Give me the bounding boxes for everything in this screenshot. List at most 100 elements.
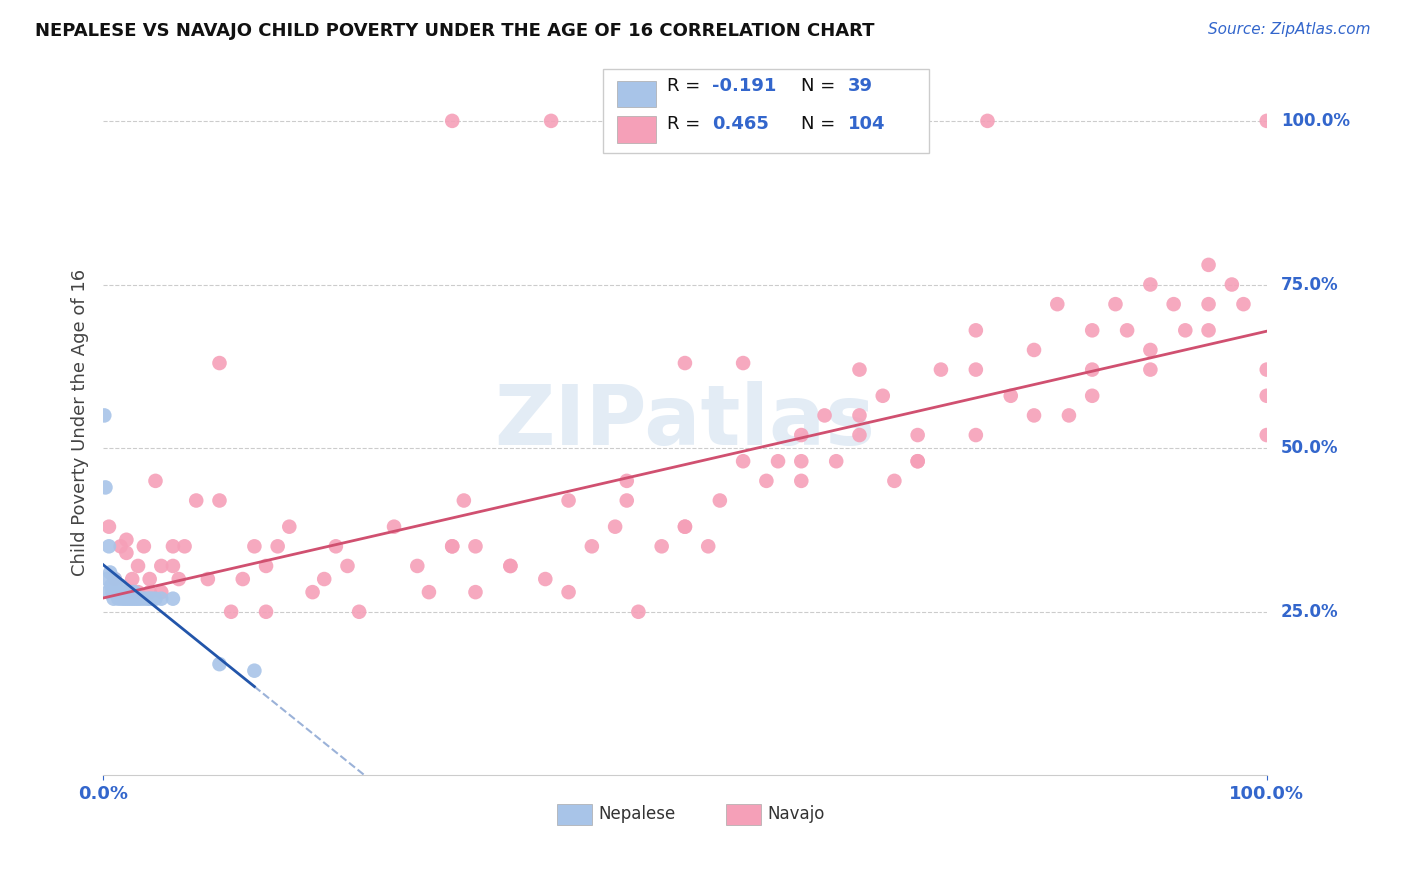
Point — [1081, 323, 1104, 337]
Point — [136, 591, 159, 606]
Point — [93, 409, 115, 423]
Point — [382, 519, 405, 533]
Point — [114, 585, 136, 599]
Point — [138, 585, 160, 599]
Point — [848, 428, 870, 442]
FancyBboxPatch shape — [725, 804, 761, 825]
Point — [314, 572, 336, 586]
Point — [872, 389, 894, 403]
Point — [540, 114, 562, 128]
Point — [115, 591, 138, 606]
Point — [1022, 409, 1045, 423]
Point — [96, 572, 118, 586]
Point — [97, 519, 120, 533]
Point — [121, 585, 143, 599]
Point — [129, 591, 152, 606]
Point — [453, 493, 475, 508]
Point — [1057, 409, 1080, 423]
Point — [1256, 428, 1278, 442]
Point — [1198, 323, 1220, 337]
Point — [627, 605, 650, 619]
FancyBboxPatch shape — [617, 116, 655, 143]
Point — [697, 539, 720, 553]
Point — [127, 585, 149, 599]
Text: 0.465: 0.465 — [711, 115, 769, 133]
Point — [132, 539, 155, 553]
Text: 75.0%: 75.0% — [1281, 276, 1339, 293]
Point — [127, 558, 149, 573]
Text: Nepalese: Nepalese — [599, 805, 676, 823]
Point — [848, 409, 870, 423]
Point — [121, 572, 143, 586]
Point — [907, 454, 929, 468]
Point — [120, 591, 142, 606]
Point — [104, 578, 127, 592]
Text: 104: 104 — [848, 115, 886, 133]
Point — [673, 519, 696, 533]
Point — [790, 454, 813, 468]
Point — [208, 356, 231, 370]
Point — [848, 362, 870, 376]
Point — [101, 585, 124, 599]
Point — [673, 519, 696, 533]
Point — [110, 539, 132, 553]
Text: 25.0%: 25.0% — [1281, 603, 1339, 621]
Point — [97, 539, 120, 553]
Point — [766, 454, 789, 468]
Point — [162, 558, 184, 573]
Point — [441, 114, 464, 128]
Point — [499, 558, 522, 573]
Text: Source: ZipAtlas.com: Source: ZipAtlas.com — [1208, 22, 1371, 37]
Point — [790, 428, 813, 442]
Point — [825, 454, 848, 468]
Point — [138, 572, 160, 586]
Point — [111, 591, 134, 606]
Point — [406, 558, 429, 573]
Point — [1163, 297, 1185, 311]
Point — [1256, 114, 1278, 128]
Point — [418, 585, 440, 599]
Point — [1256, 362, 1278, 376]
Point — [1022, 343, 1045, 357]
Point — [1198, 258, 1220, 272]
Point — [111, 585, 134, 599]
Point — [1198, 297, 1220, 311]
Text: R =: R = — [668, 78, 706, 95]
Point — [208, 657, 231, 672]
Point — [1104, 297, 1126, 311]
Point — [243, 664, 266, 678]
FancyBboxPatch shape — [617, 80, 655, 107]
Point — [138, 591, 160, 606]
Point — [150, 591, 173, 606]
Point — [197, 572, 219, 586]
Point — [347, 605, 370, 619]
Point — [115, 546, 138, 560]
Point — [965, 362, 987, 376]
Point — [813, 409, 835, 423]
Point — [651, 539, 673, 553]
Point — [104, 572, 127, 586]
Point — [1116, 323, 1139, 337]
Point — [104, 572, 127, 586]
Text: N =: N = — [801, 78, 841, 95]
Point — [965, 323, 987, 337]
Point — [441, 539, 464, 553]
Point — [883, 474, 905, 488]
FancyBboxPatch shape — [557, 804, 592, 825]
Point — [117, 585, 139, 599]
Point — [98, 566, 121, 580]
Point — [173, 539, 195, 553]
Point — [755, 474, 778, 488]
Point — [97, 585, 120, 599]
Point — [673, 356, 696, 370]
Point — [965, 428, 987, 442]
Text: N =: N = — [801, 115, 841, 133]
Point — [105, 585, 128, 599]
Point — [110, 578, 132, 592]
Point — [709, 493, 731, 508]
Point — [112, 591, 135, 606]
Point — [132, 591, 155, 606]
Point — [929, 362, 952, 376]
Point — [581, 539, 603, 553]
Point — [499, 558, 522, 573]
